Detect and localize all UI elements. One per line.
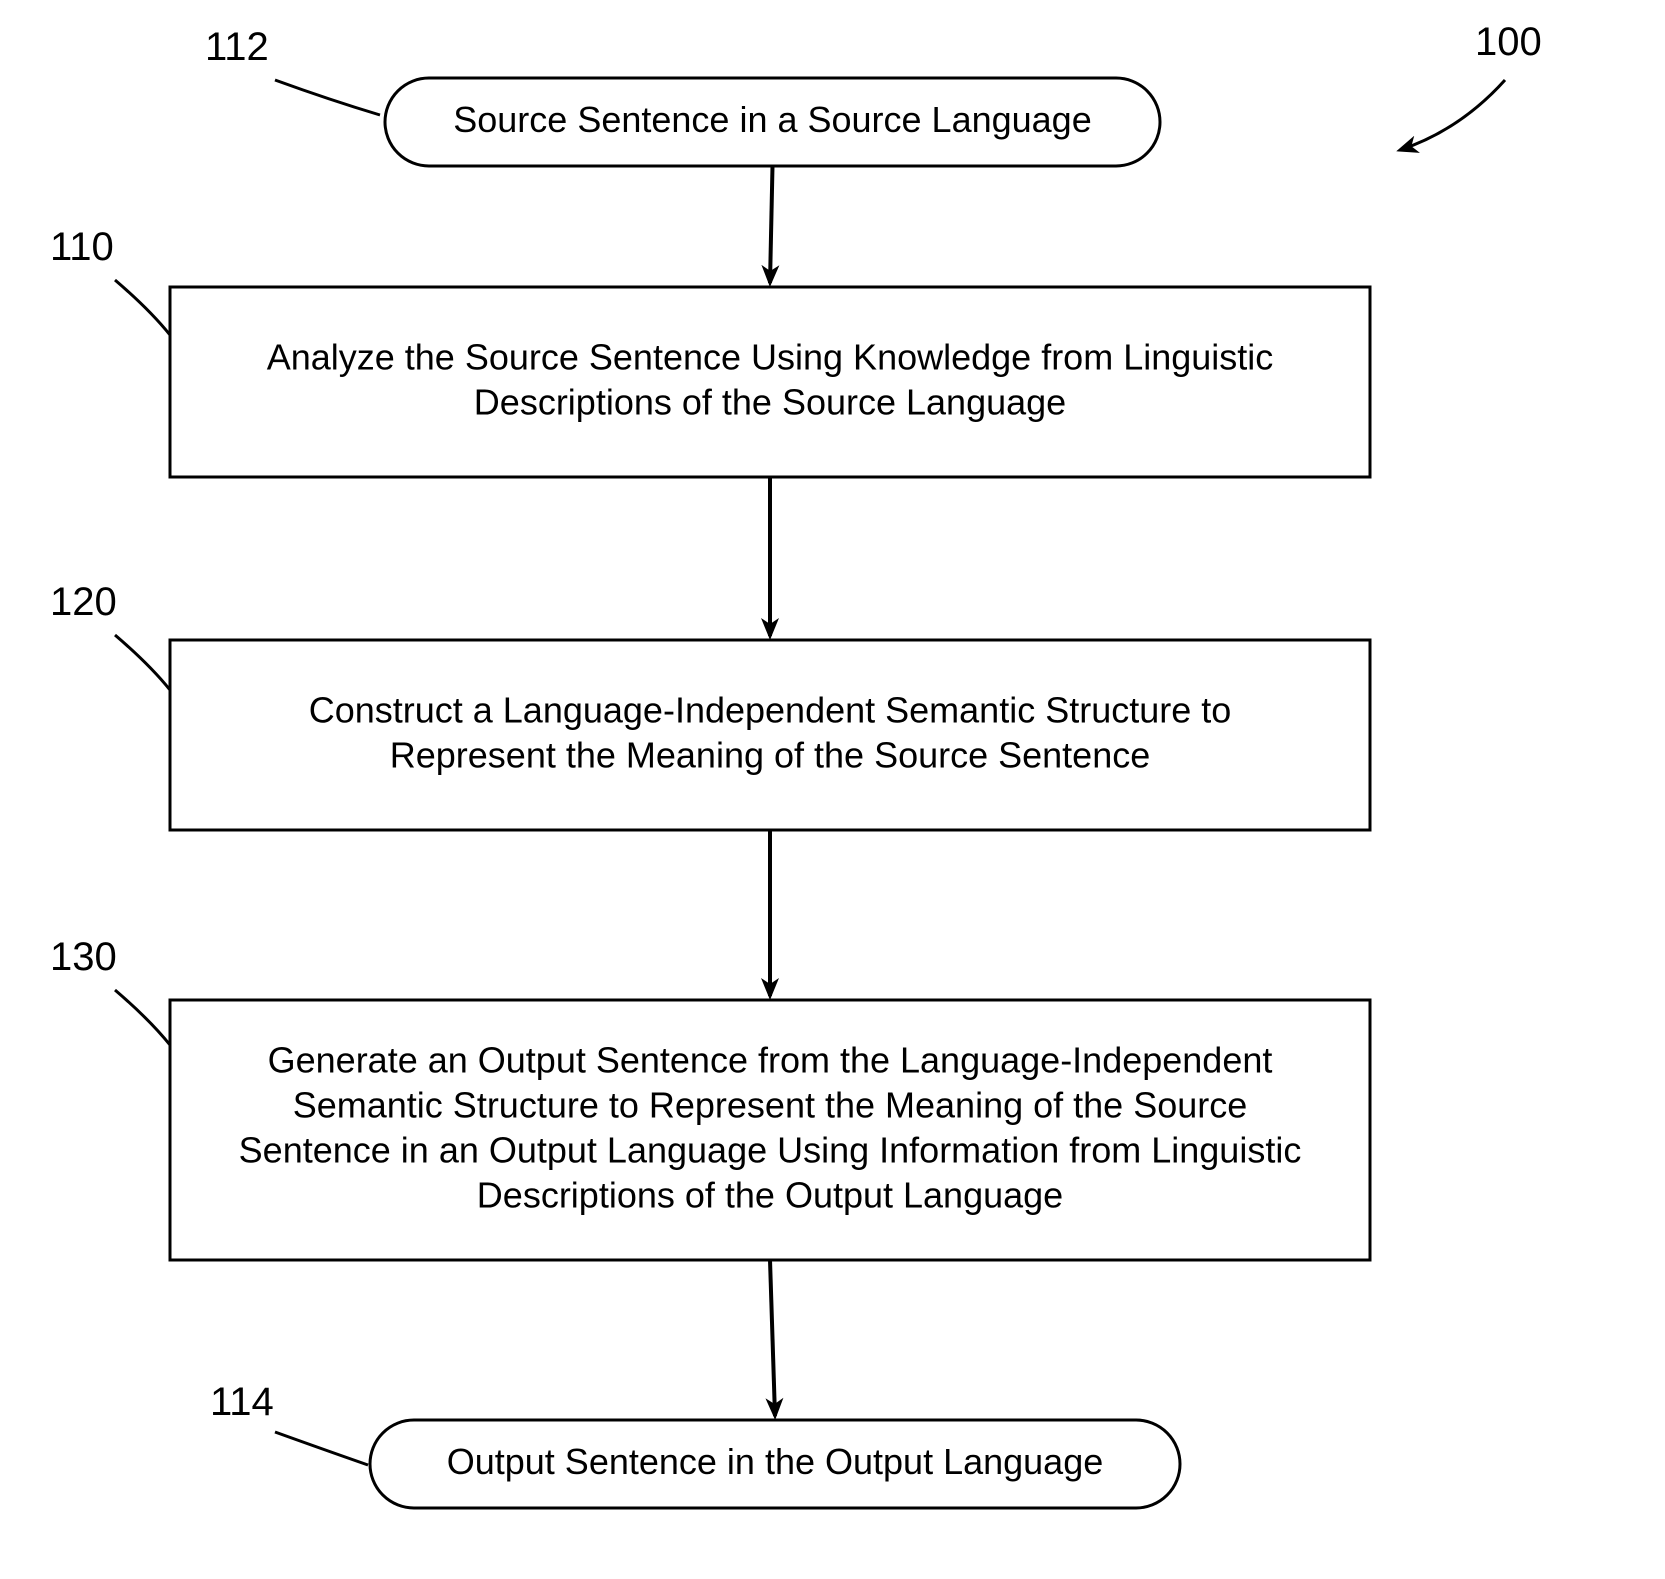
flow-arrow-start-to-analyze <box>770 166 773 283</box>
svg-text:100: 100 <box>1475 20 1542 64</box>
ref-label-120: 120 <box>50 580 170 690</box>
flow-node-text: Generate an Output Sentence from the Lan… <box>268 1039 1273 1080</box>
flow-node-text: Descriptions of the Source Language <box>474 381 1066 422</box>
flow-node-text: Construct a Language-Independent Semanti… <box>309 689 1232 730</box>
flow-node-text: Descriptions of the Output Language <box>477 1174 1063 1215</box>
ref-label-130: 130 <box>50 935 170 1045</box>
svg-text:114: 114 <box>210 1380 274 1424</box>
flow-node-text: Sentence in an Output Language Using Inf… <box>239 1129 1302 1170</box>
svg-text:112: 112 <box>205 25 269 69</box>
ref-pointer <box>1400 80 1505 150</box>
flow-node-text: Represent the Meaning of the Source Sent… <box>390 734 1151 775</box>
ref-pointer <box>275 1432 368 1465</box>
flow-arrow-generate-to-end <box>770 1260 775 1416</box>
flow-node-text: Source Sentence in a Source Language <box>453 99 1091 140</box>
flow-node-end: Output Sentence in the Output Language <box>370 1420 1180 1508</box>
ref-pointer <box>115 280 170 335</box>
flow-node-text: Output Sentence in the Output Language <box>447 1441 1104 1482</box>
ref-label-100: 100 <box>1400 20 1542 150</box>
ref-pointer <box>275 80 380 115</box>
flow-node-generate: Generate an Output Sentence from the Lan… <box>170 1000 1370 1260</box>
flow-node-start: Source Sentence in a Source Language <box>385 78 1160 166</box>
ref-label-114: 114 <box>210 1380 368 1465</box>
flow-node-analyze: Analyze the Source Sentence Using Knowle… <box>170 287 1370 477</box>
svg-text:130: 130 <box>50 935 117 979</box>
svg-text:120: 120 <box>50 580 117 624</box>
svg-text:110: 110 <box>50 225 114 269</box>
flow-node-text: Analyze the Source Sentence Using Knowle… <box>267 336 1274 377</box>
ref-pointer <box>115 990 170 1045</box>
flow-node-construct: Construct a Language-Independent Semanti… <box>170 640 1370 830</box>
ref-label-112: 112 <box>205 25 380 115</box>
ref-label-110: 110 <box>50 225 170 335</box>
ref-pointer <box>115 635 170 690</box>
flow-node-text: Semantic Structure to Represent the Mean… <box>293 1084 1248 1125</box>
